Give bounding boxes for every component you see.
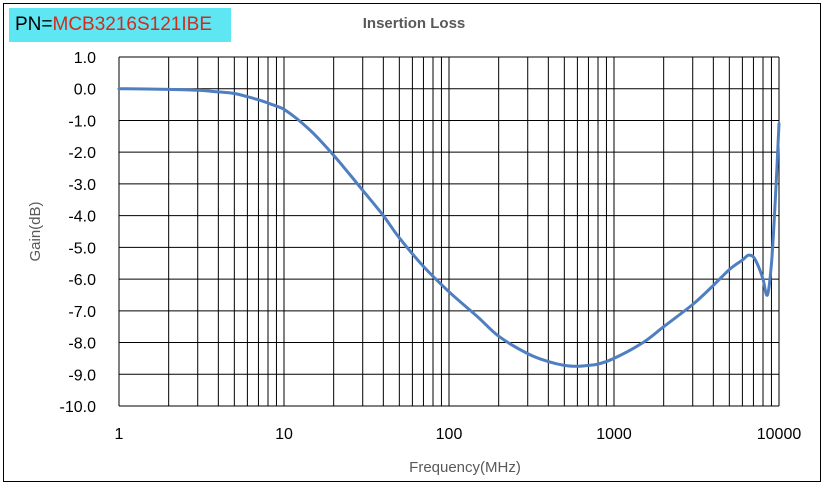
y-tick-label: -6.0 (68, 272, 96, 289)
y-tick-label: 1.0 (74, 50, 96, 67)
y-tick-label: -2.0 (68, 145, 96, 162)
chart-title: Insertion Loss (362, 15, 466, 32)
y-tick-label: -8.0 (68, 336, 96, 353)
y-tick-label: -5.0 (68, 240, 96, 257)
part-number-value: MCB3216S121IBE (52, 14, 213, 35)
y-tick-label: -4.0 (68, 209, 96, 226)
y-tick-label: -1.0 (68, 113, 96, 130)
y-tick-label: -9.0 (68, 367, 96, 384)
x-tick-label: 100 (436, 426, 463, 443)
part-number-label: PN=MCB3216S121IBE (9, 8, 231, 42)
x-axis-label: Frequency(MHz) (409, 459, 521, 476)
part-number-prefix: PN= (15, 14, 53, 35)
y-tick-label: -10.0 (60, 399, 97, 416)
series-line (117, 87, 781, 368)
grid-minor (168, 57, 772, 406)
grid-major (118, 56, 780, 407)
y-tick-labels: 1.0 0.0 -1.0 -2.0 -3.0 -4.0 -5.0 -6.0 -7.0 -8.0 -9… (60, 50, 97, 416)
x-tick-label: 1000 (596, 426, 632, 443)
y-tick-label: 0.0 (74, 82, 96, 99)
y-tick-label: -7.0 (68, 304, 96, 321)
y-axis-label: Gain(dB) (27, 201, 44, 261)
x-tick-label: 10000 (757, 426, 802, 443)
x-tick-labels: 1 10 100 1000 10000 (115, 426, 802, 443)
y-tick-label: -3.0 (68, 177, 96, 194)
x-tick-label: 1 (115, 426, 124, 443)
x-tick-label: 10 (275, 426, 293, 443)
